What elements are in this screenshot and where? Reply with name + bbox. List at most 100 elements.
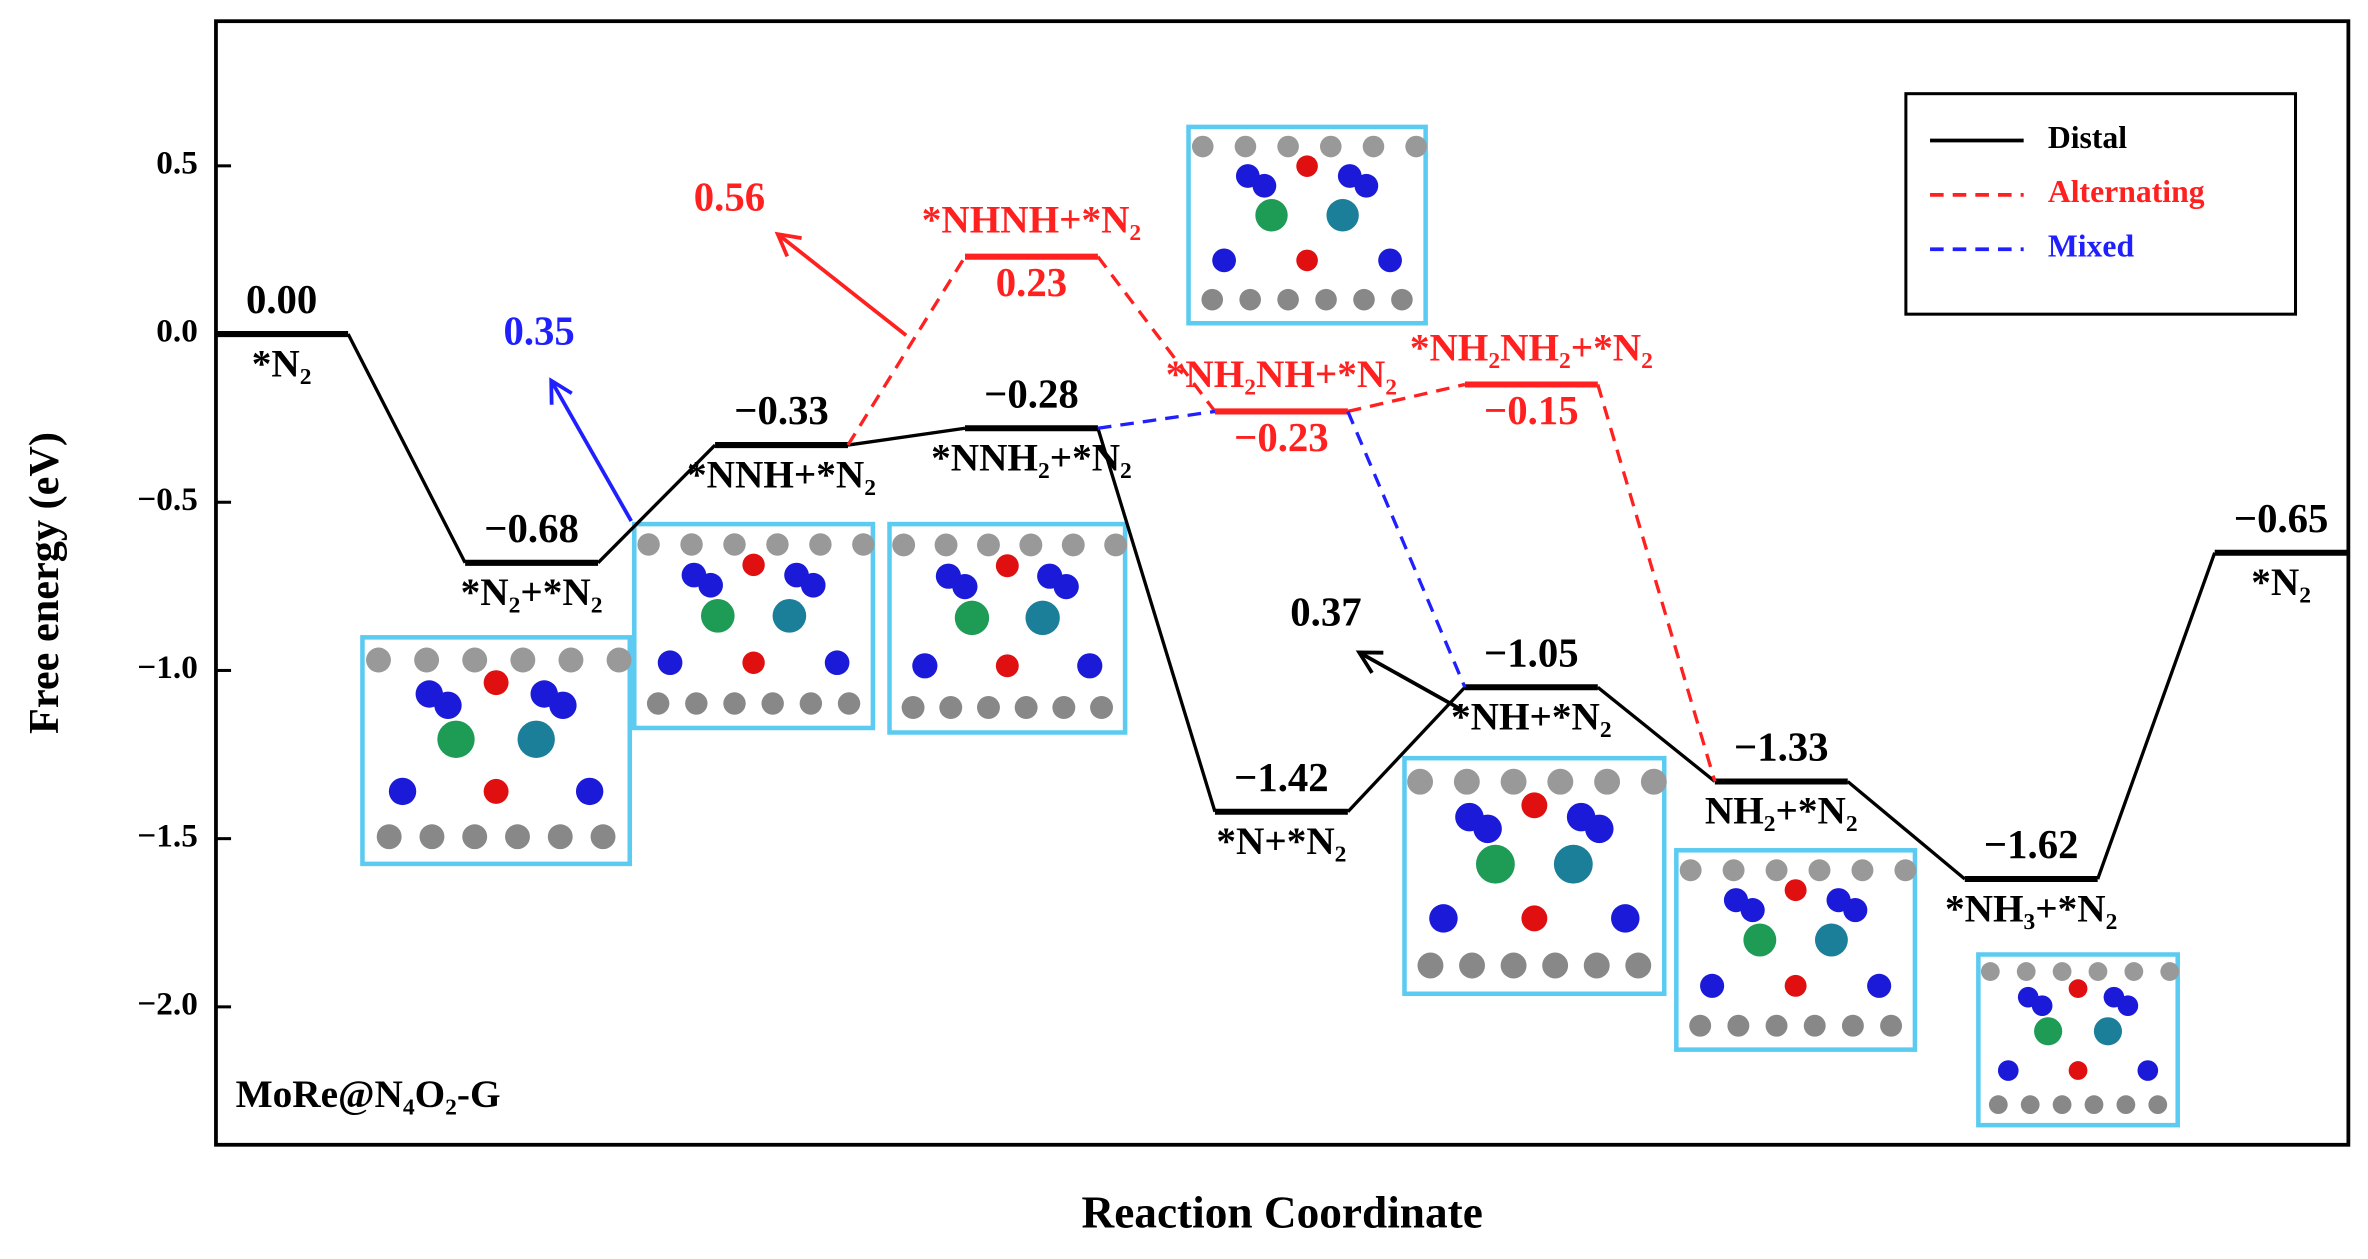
atom: [1727, 1014, 1750, 1037]
y-axis-label: Free energy (eV): [21, 432, 68, 734]
atom: [1997, 1060, 2019, 1081]
atom: [505, 824, 530, 850]
atom: [939, 696, 963, 719]
atom: [912, 653, 938, 679]
y-tick-label: 0.5: [156, 144, 198, 181]
atom: [366, 647, 391, 673]
value-label: −0.65: [2234, 496, 2329, 541]
atom: [1743, 923, 1777, 957]
atom: [1354, 173, 1379, 198]
atom: [1201, 288, 1224, 311]
atom: [1765, 1014, 1788, 1037]
atom: [2137, 1060, 2159, 1081]
atom: [723, 533, 746, 556]
atom: [1542, 952, 1569, 979]
atom: [1553, 844, 1593, 884]
atom: [1104, 533, 1128, 557]
atom: [1867, 973, 1892, 998]
state-label: *NHNH+*N₂: [922, 198, 1141, 241]
annotation: MoRe@N₄O₂-G: [236, 1073, 501, 1116]
state-label: *N+*N₂: [1216, 820, 1346, 863]
atom: [1459, 952, 1485, 979]
atom: [2052, 1095, 2072, 1115]
atom: [414, 647, 440, 673]
atom: [2117, 995, 2139, 1017]
state-label: NH₂+*N₂: [1705, 790, 1858, 833]
value-label: −1.62: [1984, 822, 2079, 867]
atom: [1784, 879, 1807, 902]
atom: [685, 692, 708, 715]
atom: [657, 650, 683, 676]
atom: [995, 654, 1019, 678]
state-label: *NH₂NH₂+*N₂: [1410, 326, 1653, 369]
structures: [360, 124, 2180, 1128]
value-label: 0.23: [996, 260, 1067, 305]
connector: [1846, 780, 1966, 881]
atom: [419, 824, 445, 850]
atom: [824, 650, 850, 676]
atom: [1500, 768, 1527, 795]
atom: [772, 599, 807, 633]
x-axis-label: Reaction Coordinate: [1081, 1188, 1482, 1238]
connector: [1347, 382, 1466, 414]
atom: [800, 572, 826, 598]
atom: [483, 670, 509, 696]
connector: [596, 443, 717, 564]
atom: [809, 533, 832, 556]
atom: [1583, 952, 1610, 979]
atom: [1255, 199, 1288, 232]
atom: [1052, 696, 1076, 719]
atom: [952, 574, 978, 600]
legend-box: [1904, 92, 2298, 316]
connector: [1596, 384, 1717, 782]
atom: [2052, 962, 2072, 981]
atom: [646, 692, 670, 715]
atom: [742, 553, 765, 577]
state-label: *N₂: [252, 342, 312, 385]
atom: [1077, 653, 1103, 679]
barrier-arrow: [776, 232, 908, 337]
atom: [2034, 1017, 2063, 1046]
atom: [2068, 1061, 2088, 1080]
atom: [766, 533, 789, 556]
atom: [1843, 898, 1868, 923]
atom: [2116, 1095, 2136, 1115]
connector: [346, 333, 467, 564]
state-label: *NNH₂+*N₂: [931, 436, 1132, 479]
atom: [510, 647, 536, 673]
y-tick-label: −2.0: [137, 985, 197, 1022]
atom: [2031, 995, 2053, 1017]
atom: [2020, 1095, 2040, 1115]
atom: [700, 599, 735, 633]
y-tick-label: −1.5: [137, 817, 197, 854]
atom: [2068, 979, 2088, 999]
value-label: −0.33: [734, 388, 829, 433]
atom: [1765, 859, 1788, 882]
atom: [1252, 173, 1277, 198]
atom: [1019, 533, 1043, 557]
atom: [462, 824, 488, 850]
atom: [1277, 288, 1299, 311]
atom: [1894, 859, 1917, 882]
connector: [2096, 552, 2217, 880]
atom: [1722, 859, 1745, 882]
arrow-head: [549, 377, 573, 405]
atom: [1391, 288, 1413, 311]
atom: [1851, 859, 1874, 882]
connector: [1096, 427, 1217, 813]
atom: [1407, 768, 1434, 795]
atom: [1547, 768, 1574, 795]
atom: [483, 778, 509, 804]
legend-label: Distal: [2048, 120, 2127, 155]
connector: [846, 255, 967, 446]
connector: [1346, 410, 1467, 688]
atom: [1296, 155, 1318, 177]
atom: [2093, 1017, 2123, 1046]
atom: [837, 692, 861, 715]
atom: [742, 651, 765, 674]
atom: [1803, 1014, 1826, 1037]
state-label: *NNH+*N₂: [687, 453, 876, 496]
value-label: −0.23: [1234, 415, 1329, 460]
atom: [934, 533, 958, 557]
atom: [1234, 135, 1257, 158]
